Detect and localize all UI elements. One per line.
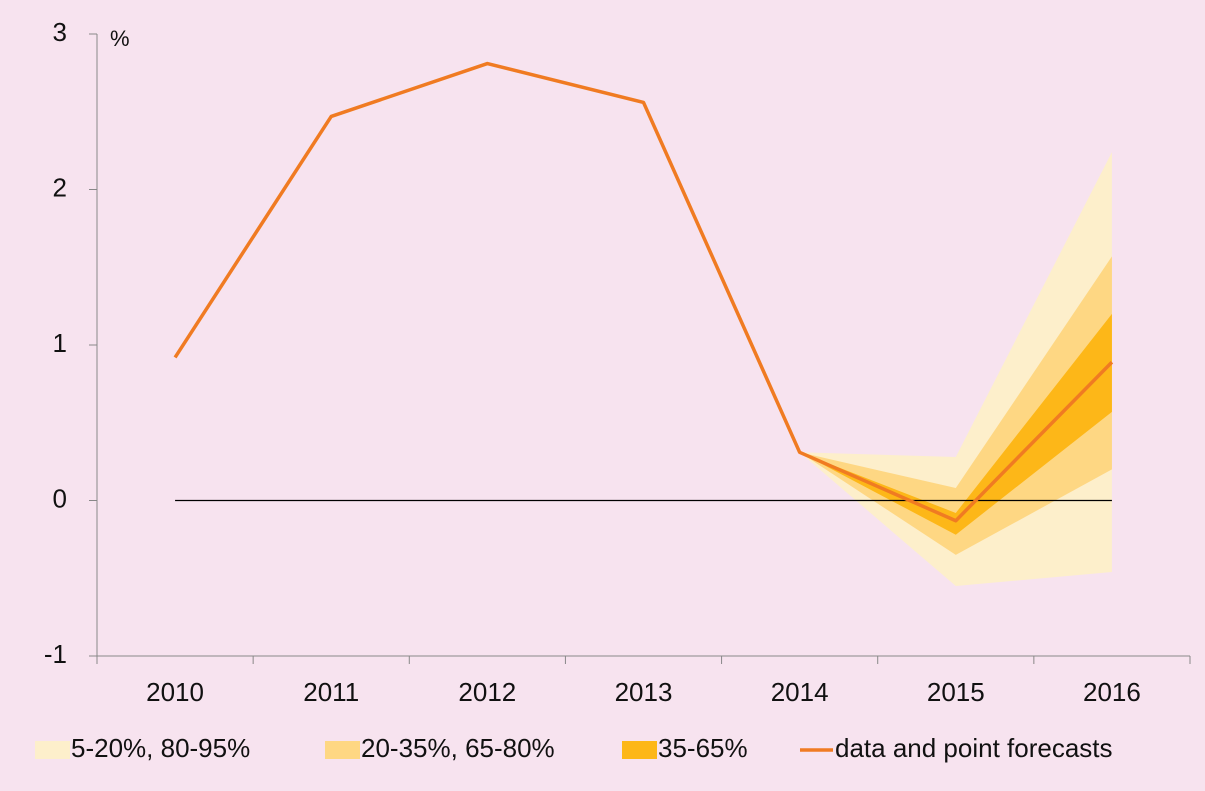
series-line xyxy=(173,61,1114,523)
x-tick-label: 2015 xyxy=(927,677,985,707)
x-tick-label: 2011 xyxy=(303,677,359,707)
x-tick-label: 2014 xyxy=(771,677,829,707)
x-tick-label: 2013 xyxy=(615,677,673,707)
legend-label: 5-20%, 80-95% xyxy=(71,733,250,763)
y-tick-label: 2 xyxy=(53,172,67,202)
legend-label: 35-65% xyxy=(658,733,748,763)
y-tick-label: 0 xyxy=(53,483,67,513)
fan-band xyxy=(799,256,1112,555)
legend-swatch xyxy=(622,741,657,759)
y-tick-label: -1 xyxy=(44,639,67,669)
x-tick-label: 2012 xyxy=(458,677,516,707)
y-tick-label: 3 xyxy=(53,17,67,47)
legend-swatch xyxy=(325,741,360,759)
legend-label: data and point forecasts xyxy=(835,733,1113,763)
legend-label: 20-35%, 65-80% xyxy=(361,733,555,763)
y-unit: % xyxy=(110,26,130,51)
legend-swatch xyxy=(35,741,70,759)
x-tick-label: 2016 xyxy=(1083,677,1141,707)
y-tick-label: 1 xyxy=(53,328,67,358)
x-tick-label: 2010 xyxy=(146,677,204,707)
